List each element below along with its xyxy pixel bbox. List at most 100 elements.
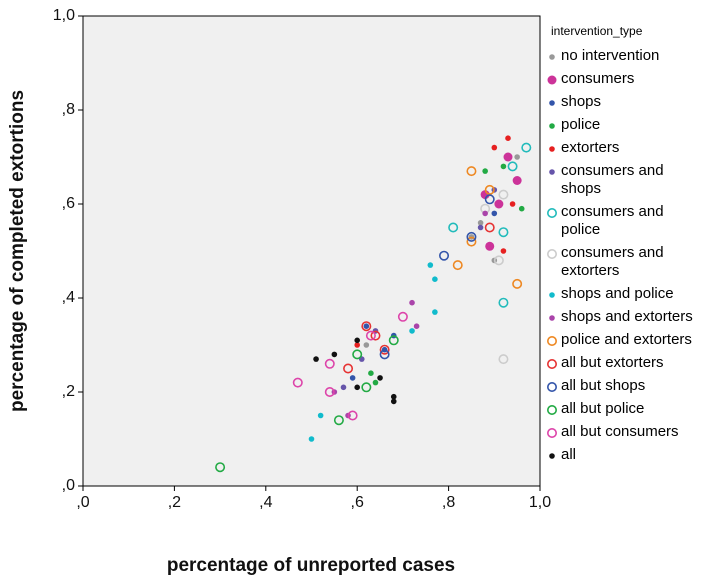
point (313, 356, 319, 362)
legend-label: consumers (561, 70, 635, 87)
point (500, 163, 507, 170)
point (361, 382, 372, 393)
point (491, 210, 498, 217)
plot-area (82, 15, 541, 487)
point (521, 142, 532, 153)
point (361, 321, 372, 332)
legend-label: all but police (561, 400, 645, 417)
legend-item: all (546, 446, 706, 464)
legend-item: consumers (546, 70, 706, 88)
legend-item: police (546, 116, 706, 134)
y-tick-label: ,4 (62, 289, 75, 306)
legend-label: consumers and police (561, 203, 664, 238)
legend-swatch (547, 359, 557, 369)
legend-label: extorters (561, 139, 620, 156)
point (466, 236, 477, 247)
point (317, 412, 324, 419)
point (365, 330, 376, 341)
y-tick-label: ,8 (62, 101, 75, 118)
point (432, 276, 438, 283)
point (498, 227, 509, 238)
point (505, 135, 511, 141)
x-tick-label: ,0 (76, 494, 89, 511)
point (477, 220, 484, 226)
legend-label: all but consumers (561, 423, 679, 440)
legend-marker (549, 146, 555, 152)
y-tick-label: ,0 (62, 477, 75, 494)
legend-label: police and extorters (561, 331, 692, 348)
point (477, 224, 484, 231)
legend-label: all but extorters (561, 354, 664, 371)
point (484, 194, 495, 205)
legend-item: all but shops (546, 377, 706, 395)
legend-marker (549, 169, 555, 175)
point (390, 393, 397, 400)
legend-marker (549, 100, 555, 106)
legend-marker (547, 208, 557, 218)
legend-item: shops and police (546, 285, 706, 303)
legend-item: police and extorters (546, 331, 706, 349)
point (354, 342, 361, 348)
legend-item: shops (546, 93, 706, 111)
legend-swatch (549, 54, 555, 60)
legend-label: police (561, 116, 601, 133)
point (390, 398, 397, 405)
point (439, 250, 450, 261)
point (466, 231, 477, 242)
point (308, 436, 315, 442)
legend-swatch (549, 453, 555, 459)
legend-swatch (549, 169, 555, 175)
point (409, 328, 415, 334)
legend-label: consumers and extorters (561, 244, 664, 279)
point (354, 384, 361, 391)
legend-label: shops and police (561, 285, 674, 302)
legend: intervention_type no intervention consume… (546, 24, 706, 469)
legend-marker (549, 123, 555, 129)
point (480, 190, 490, 200)
point (379, 349, 390, 360)
legend-item: shops and extorters (546, 308, 706, 326)
legend-marker (547, 428, 557, 438)
legend-item: all but consumers (546, 423, 706, 441)
x-tick-label: ,8 (442, 494, 455, 511)
legend-item: extorters (546, 139, 706, 157)
legend-swatch (547, 405, 557, 415)
point (354, 337, 361, 344)
y-axis-title: percentage of completed extortions (7, 90, 28, 412)
legend-item: consumers and shops (546, 162, 706, 198)
legend-marker (547, 249, 557, 259)
point (498, 189, 509, 200)
point (432, 309, 438, 315)
legend-marker (547, 405, 557, 415)
point (372, 379, 379, 386)
x-tick-label: ,2 (168, 494, 181, 511)
point (514, 154, 520, 160)
point (503, 152, 513, 162)
legend-item: no intervention (546, 47, 706, 65)
point (331, 351, 338, 358)
point (324, 358, 335, 369)
point (352, 349, 363, 360)
point (512, 176, 522, 185)
point (377, 375, 383, 381)
legend-swatch (549, 123, 555, 129)
legend-label: consumers and shops (561, 162, 664, 197)
legend-marker (547, 359, 557, 369)
legend-swatch (547, 249, 557, 259)
legend-item: consumers and extorters (546, 244, 706, 280)
point (397, 311, 408, 322)
point (349, 375, 356, 381)
legend-swatch (547, 208, 557, 218)
point (509, 201, 516, 207)
y-tick-label: 1,0 (53, 7, 75, 24)
point (363, 323, 370, 330)
legend-swatch (549, 146, 555, 152)
legend-item: all but extorters (546, 354, 706, 372)
legend-label: no intervention (561, 47, 660, 64)
legend-title: intervention_type (551, 24, 643, 38)
legend-label: shops (561, 93, 602, 110)
legend-swatch (547, 336, 557, 346)
legend-label: shops and extorters (561, 308, 693, 325)
point (482, 210, 488, 217)
